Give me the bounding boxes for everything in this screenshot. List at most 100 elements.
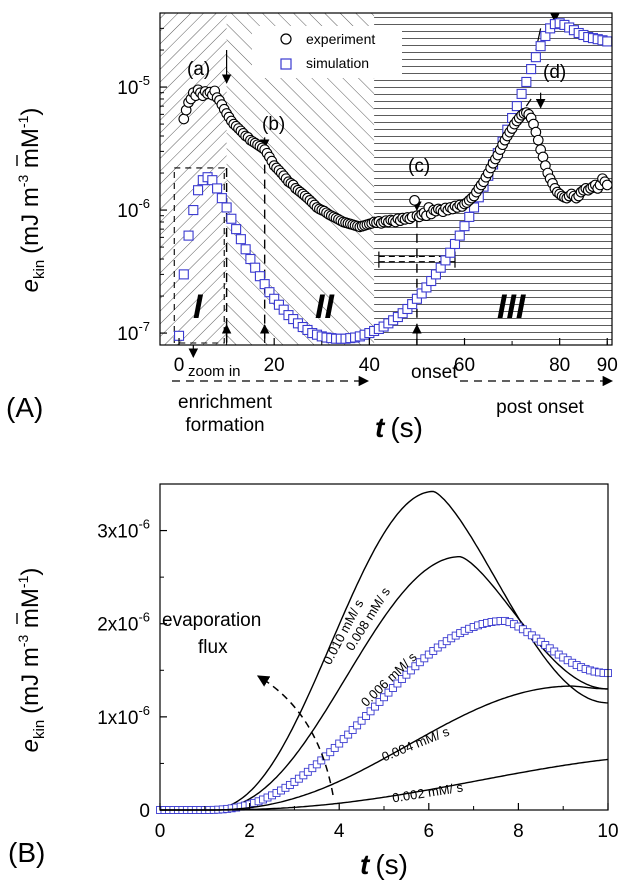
series-b-point-3	[393, 679, 402, 688]
x-tick-label-a: 60	[454, 355, 475, 376]
point-label-a: (a)	[187, 59, 210, 80]
series-b-point-3	[339, 735, 348, 744]
zoom-in-label: zoom in	[188, 363, 241, 380]
region-label-ii: II	[315, 288, 335, 326]
experiment-point	[601, 179, 613, 191]
ticks-a: 0 20 40 60 80 90 10-7 10-6 10-5	[117, 27, 618, 376]
simulation-point	[235, 234, 246, 245]
legend-experiment-marker	[280, 33, 292, 45]
curve-label-4: 0.004 mM/ s	[380, 723, 452, 764]
x-tick-label-b: 2	[244, 821, 255, 842]
series-b-point-3	[411, 662, 420, 671]
simulation-point	[464, 211, 475, 222]
legend-box	[252, 26, 402, 78]
flux-label: flux	[198, 637, 228, 658]
x-tick-label-b: 4	[334, 821, 345, 842]
x-tick-label-a: 90	[597, 355, 618, 376]
x-tick-label-b: 6	[424, 821, 435, 842]
simulation-point	[445, 247, 456, 258]
simulation-point	[193, 185, 204, 196]
legend-simulation-label: simulation	[306, 55, 369, 71]
formation-label: formation	[185, 415, 264, 436]
panel-a: 0 20 40 60 80 90 10-7 10-6 10-5 experiment simul…	[6, 12, 618, 443]
simulation-point	[183, 230, 194, 241]
series-a	[173, 18, 613, 344]
series-b-point-3	[317, 756, 326, 765]
series-b-point-3	[380, 693, 388, 702]
panel-label-b: (B)	[8, 837, 45, 868]
legend-experiment-label: experiment	[306, 31, 375, 47]
ticks-b: 0 2 4 6 8 10 0 1x10-6 2x10-6 3x10-6	[97, 483, 619, 842]
evaporation-flux-arrow	[256, 675, 334, 796]
plot-frame-a	[159, 12, 613, 346]
curve-label-3: 0.006 mM/ s	[358, 649, 420, 710]
series-b-point-3	[371, 702, 379, 711]
simulation-point	[226, 213, 237, 224]
simulation-point	[459, 221, 470, 232]
point-label-b: (b)	[262, 114, 285, 135]
curve-label-5: 0.002 mM/ s	[391, 779, 464, 805]
panel-label-a: (A)	[6, 392, 43, 423]
enrichment-label: enrichment	[178, 392, 273, 413]
y-tick-label-b: 1x10-6	[97, 703, 150, 729]
point-label-d: (d)	[543, 62, 566, 83]
x-axis-label-b: t (s)	[360, 849, 408, 880]
y-axis-label-b: ekin(mJ m-3 mM-1)	[15, 568, 48, 753]
x-tick-label-b: 0	[155, 821, 166, 842]
y-tick-label-a: 10-6	[117, 196, 150, 222]
simulation-point	[240, 244, 251, 255]
series-b-line-5	[160, 758, 609, 811]
y-axis-label-b-text: ekin(mJ m-3 mM-1)	[15, 568, 48, 753]
series-b-point-3	[402, 670, 411, 679]
y-tick-label-b: 0	[139, 801, 150, 822]
simulation-point	[521, 76, 532, 88]
series-b-point-3	[344, 730, 353, 739]
series-b-point-3	[406, 666, 415, 675]
post-onset-label: post onset	[496, 397, 584, 418]
x-tick-label-a: 20	[264, 355, 285, 376]
series-b-point-3	[366, 707, 375, 716]
y-axis-label-a: ekin(mJ m-3 mM-1)	[15, 108, 48, 293]
series-b-point-3	[389, 684, 397, 692]
region-label-iii: III	[497, 288, 527, 326]
evaporation-label: evaporation	[162, 610, 261, 631]
series-b-point-3	[375, 697, 384, 706]
series-b-point-3	[397, 675, 406, 683]
series-b-point-3	[330, 743, 339, 752]
legend-simulation-marker	[280, 58, 292, 70]
simulation-point	[511, 101, 522, 112]
y-tick-label-a: 10-5	[117, 73, 150, 99]
series-b-point-3	[353, 721, 362, 730]
y-tick-label-b: 3x10-6	[97, 517, 150, 543]
simulation-point	[454, 230, 465, 241]
zoom-box	[173, 167, 225, 344]
series-b-point-3	[348, 726, 357, 734]
simulation-point	[216, 193, 227, 204]
y-tick-label-b: 2x10-6	[97, 610, 150, 636]
experiment-point	[409, 194, 420, 206]
simulation-point	[221, 202, 232, 213]
series-b-point-3	[326, 748, 335, 757]
y-tick-label-a: 10-7	[117, 319, 150, 345]
series-b-point-3	[335, 739, 344, 748]
series-b-point-3	[384, 688, 393, 697]
simulation-point	[207, 175, 218, 186]
simulation-point	[530, 52, 541, 63]
x-tick-label-b: 10	[597, 821, 618, 842]
onset-label: onset	[411, 362, 458, 383]
simulation-point	[212, 183, 223, 194]
x-tick-label-a: 80	[549, 355, 570, 376]
simulation-point	[516, 88, 527, 99]
series-b-point-3	[362, 712, 371, 720]
x-tick-label-a: 0	[174, 355, 185, 376]
point-d-leader-2	[525, 98, 532, 107]
legend: experiment simulation	[252, 26, 402, 78]
simulation-point	[250, 262, 261, 273]
simulation-point	[178, 269, 189, 280]
experiment-point	[178, 113, 190, 125]
x-axis-label-a: t (s)	[375, 412, 423, 443]
simulation-point	[526, 64, 537, 75]
x-tick-label-a: 40	[359, 355, 380, 376]
